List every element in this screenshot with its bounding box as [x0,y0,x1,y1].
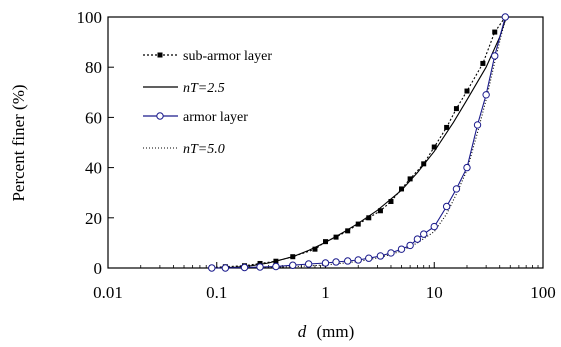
armor-point [221,264,230,272]
series-line-0 [211,16,506,269]
x-tick-label: 10 [426,283,443,302]
y-tick-label: 80 [85,58,102,77]
legend-label-sub-armor: sub-armor layer [183,49,272,64]
armor-point [491,52,499,60]
y-tick-label: 60 [85,108,102,127]
sub-armor-point [407,176,413,182]
y-tick-label: 0 [94,259,103,278]
x-tick-label: 0.01 [93,283,123,302]
armor-point [473,121,482,129]
armor-point [420,230,428,238]
armor-point [442,202,451,211]
sub-armor-point [444,124,450,130]
sub-armor-point [333,234,339,240]
legend-marker-armor [156,112,164,120]
x-tick-label: 0.1 [206,283,227,302]
armor-point [430,222,438,231]
sub-armor-point [273,258,279,264]
x-tick-label: 100 [530,283,556,302]
sub-armor-point [399,186,405,192]
armor-point [272,262,280,271]
armor-point [501,13,509,21]
sub-armor-point [480,60,486,66]
y-tick-labels: 0 20 40 60 80 100 [77,8,103,278]
armor-point [463,163,471,172]
armor-point [387,249,395,257]
sub-armor-point [366,215,372,221]
y-tick-label: 20 [85,209,102,228]
armor-point [321,259,330,267]
armor-point [365,254,373,262]
sub-armor-point [312,246,318,252]
y-tick-label: 100 [77,8,103,27]
sub-armor-point [355,221,361,227]
armor-point [332,258,340,266]
sub-armor-point [377,208,383,214]
armor-point [482,91,490,99]
sub-armor-point [421,161,427,167]
armor-point [354,256,362,264]
sub-armor-point [345,228,351,234]
plot-frame [107,16,544,269]
armor-point [397,245,406,253]
legend-label-nt50: nT=5.0 [183,142,225,157]
sub-armor-point [464,88,470,94]
legend-label-nt25: nT=2.5 [183,81,225,96]
x-tick-label: 1 [321,283,330,302]
armor-point [304,260,313,268]
sub-armor-point [323,239,328,245]
armor-point [406,241,414,250]
y-tick-label: 40 [85,159,102,178]
sub-armor-point [388,198,394,204]
armor-point [208,264,216,272]
armor-point [240,263,249,272]
plot-area [107,13,544,272]
sub-armor-point [492,29,498,35]
legend: sub-armor layer nT=2.5 armor layer nT=5.… [143,49,272,157]
armor-point [376,252,385,260]
x-axis-variable: d [298,322,307,341]
y-axis-label: Percent finer (%) [9,84,28,201]
sub-armor-point [290,254,296,260]
legend-marker-sub-armor [157,52,163,58]
armor-point [413,235,422,243]
armor-point [256,263,264,271]
armor-point [343,257,352,265]
armor-point [452,185,461,193]
legend-label-armor: armor layer [183,110,248,125]
armor-point [289,261,297,269]
x-axis-unit: (mm) [316,322,354,341]
x-tick-labels: 0.01 0.1 1 10 100 [93,283,556,302]
sub-armor-point [453,106,459,112]
sub-armor-point [431,144,437,150]
x-axis-label: d (mm) [298,322,355,341]
